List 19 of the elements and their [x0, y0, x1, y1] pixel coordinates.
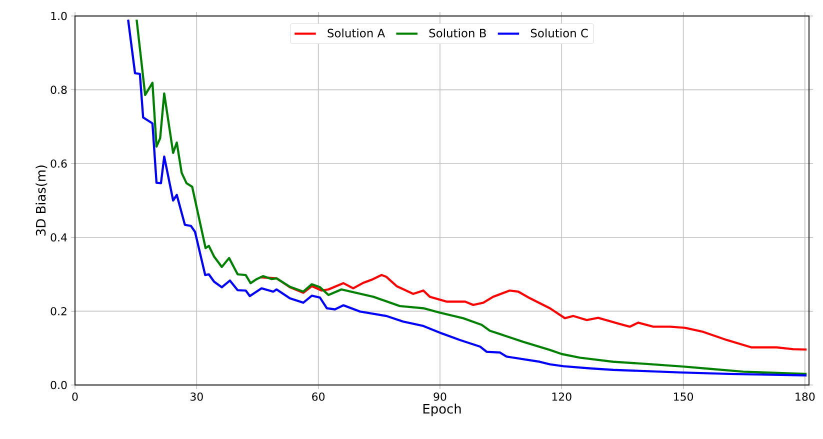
x-tick-label: 120	[552, 392, 572, 401]
line-series	[258, 274, 808, 351]
x-tick-label: 0	[72, 392, 78, 401]
x-tick-label: 90	[434, 392, 446, 401]
y-tick-label: 0.0	[50, 380, 67, 390]
y-tick-label: 1.0	[51, 12, 67, 20]
y-tick-label: 0.2	[50, 307, 66, 316]
legend-label: Solution C	[530, 28, 588, 38]
y-tick-label: 0.6	[50, 159, 67, 168]
y-tick-label: 0.8	[50, 86, 67, 94]
y-tick-label: 0.4	[50, 233, 67, 242]
x-axis-title: Epoch	[423, 404, 461, 416]
x-tick-label: 60	[312, 392, 325, 401]
legend-label: Solution A	[328, 28, 386, 38]
x-tick-label: 150	[674, 392, 694, 401]
legend-label: Solution B	[429, 28, 486, 38]
y-axis-title: 3D Bias(m)	[36, 166, 48, 236]
x-tick-label: 180	[796, 392, 815, 401]
x-tick-label: 30	[190, 392, 203, 401]
